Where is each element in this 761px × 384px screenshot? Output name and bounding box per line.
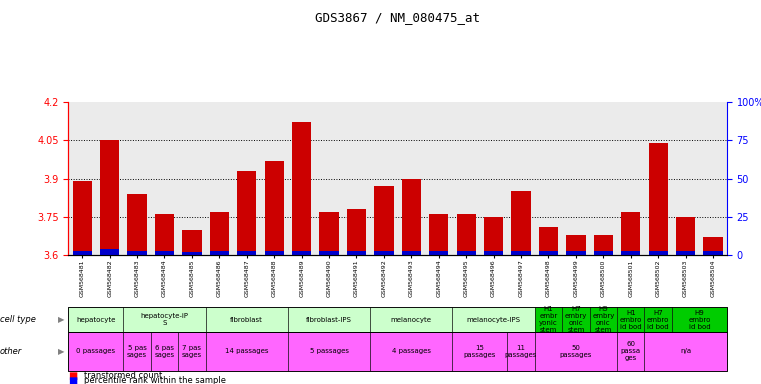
Text: percentile rank within the sample: percentile rank within the sample	[84, 376, 226, 384]
Text: 5 pas
sages: 5 pas sages	[127, 345, 147, 358]
Text: hepatocyte: hepatocyte	[76, 317, 116, 323]
Text: fibroblast: fibroblast	[231, 317, 263, 323]
Bar	[429, 251, 448, 255]
Bar	[100, 249, 119, 255]
Text: transformed count: transformed count	[84, 371, 162, 380]
Text: ■: ■	[68, 371, 78, 381]
Text: 6 pas
sages: 6 pas sages	[154, 345, 174, 358]
Text: H7
embro
id bod: H7 embro id bod	[647, 310, 670, 330]
Bar	[292, 122, 311, 255]
Text: 11
passages: 11 passages	[505, 345, 537, 358]
Bar	[72, 251, 92, 255]
Bar	[484, 217, 503, 255]
Text: ▶: ▶	[58, 315, 65, 324]
Bar	[484, 251, 503, 255]
Bar	[265, 251, 284, 255]
Text: melanocyte: melanocyte	[391, 317, 431, 323]
Text: 0 passages: 0 passages	[76, 348, 116, 354]
Bar	[402, 251, 421, 255]
Bar	[539, 227, 558, 255]
Bar	[210, 251, 229, 255]
Bar	[292, 251, 311, 255]
Bar	[100, 140, 119, 255]
Bar	[566, 251, 585, 255]
Text: 7 pas
sages: 7 pas sages	[182, 345, 202, 358]
Bar	[210, 212, 229, 255]
Bar	[347, 251, 366, 255]
Bar	[374, 251, 393, 255]
Bar	[237, 251, 256, 255]
Bar	[374, 186, 393, 255]
Bar	[621, 212, 640, 255]
Bar	[676, 251, 696, 255]
Bar	[155, 251, 174, 255]
Text: cell type: cell type	[0, 315, 36, 324]
Text: H9
embry
onic
stem: H9 embry onic stem	[592, 306, 615, 333]
Bar	[511, 251, 530, 255]
Bar	[621, 251, 640, 255]
Text: 5 passages: 5 passages	[310, 348, 349, 354]
Bar	[594, 235, 613, 255]
Text: H1
embr
yonic
stem: H1 embr yonic stem	[539, 306, 558, 333]
Text: 60
passa
ges: 60 passa ges	[621, 341, 641, 361]
Text: H9
embro
id bod: H9 embro id bod	[688, 310, 711, 330]
Bar	[648, 251, 668, 255]
Bar	[127, 251, 147, 255]
Bar	[320, 212, 339, 255]
Bar	[566, 235, 585, 255]
Text: 15
passages: 15 passages	[463, 345, 496, 358]
Bar	[320, 251, 339, 255]
Bar	[155, 214, 174, 255]
Text: GDS3867 / NM_080475_at: GDS3867 / NM_080475_at	[315, 12, 480, 25]
Bar	[539, 251, 558, 255]
Text: melanocyte-IPS: melanocyte-IPS	[466, 317, 521, 323]
Bar	[648, 143, 668, 255]
Bar	[127, 194, 147, 255]
Bar	[183, 252, 202, 255]
Bar	[183, 230, 202, 255]
Text: hepatocyte-iP
S: hepatocyte-iP S	[141, 313, 189, 326]
Text: ▶: ▶	[58, 347, 65, 356]
Text: H1
embro
id bod: H1 embro id bod	[619, 310, 642, 330]
Text: 4 passages: 4 passages	[392, 348, 431, 354]
Bar	[72, 181, 92, 255]
Text: H7
embry
onic
stem: H7 embry onic stem	[565, 306, 587, 333]
Bar	[402, 179, 421, 255]
Bar	[511, 191, 530, 255]
Text: other: other	[0, 347, 22, 356]
Bar	[347, 209, 366, 255]
Bar	[429, 214, 448, 255]
Bar	[265, 161, 284, 255]
Text: n/a: n/a	[680, 348, 691, 354]
Bar	[703, 237, 723, 255]
Bar	[703, 251, 723, 255]
Bar	[237, 171, 256, 255]
Bar	[457, 214, 476, 255]
Text: 14 passages: 14 passages	[225, 348, 269, 354]
Text: 50
passages: 50 passages	[559, 345, 592, 358]
Bar	[676, 217, 696, 255]
Bar	[457, 251, 476, 255]
Bar	[594, 251, 613, 255]
Text: ■: ■	[68, 376, 78, 384]
Text: fibroblast-IPS: fibroblast-IPS	[306, 317, 352, 323]
